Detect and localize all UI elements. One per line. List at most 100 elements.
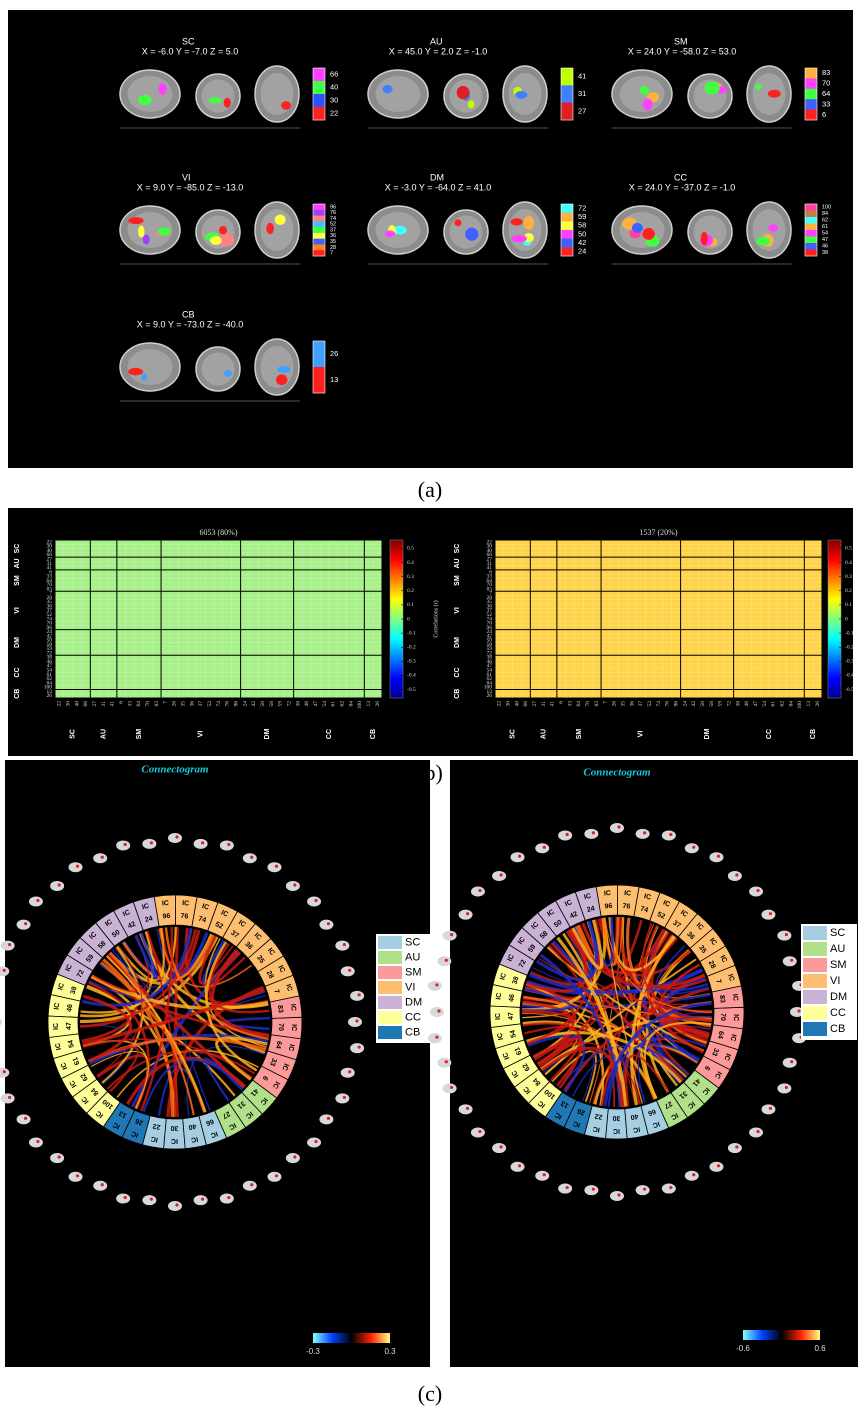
legend-swatch (378, 1011, 402, 1024)
map-colorbar-segment (805, 78, 817, 89)
legend-label: AU (830, 943, 845, 955)
map-colorbar-segment (561, 213, 573, 222)
activation-blob (511, 235, 527, 242)
network-label: CC (766, 729, 773, 739)
matrix-title: 6053 (80%) (200, 528, 238, 537)
legend-label: CB (405, 1026, 420, 1038)
col-label: 96 (233, 701, 239, 707)
colorbar-tick-label: -0.4 (845, 673, 854, 679)
thumbnail-blob (201, 1198, 204, 1201)
col-label: 30 (66, 701, 72, 707)
thumbnail-blob (592, 831, 595, 834)
map-colorbar-segment (805, 217, 817, 224)
brain-thumbnail (93, 1181, 107, 1191)
thumbnail-blob (669, 1186, 672, 1189)
ring-ic-label: 40 (630, 1112, 639, 1120)
legend-label: DM (405, 996, 422, 1008)
connectogram-colorbar (743, 1330, 820, 1340)
brain-thumbnail (777, 1083, 791, 1093)
legend-label: CC (830, 1007, 846, 1019)
colorbar-tick-label: -0.2 (845, 644, 854, 650)
colorbar-tick-label: 0 (845, 616, 848, 622)
col-label: 35 (180, 701, 186, 707)
colorbar-min: -0.3 (306, 1347, 320, 1356)
col-label: 70 (145, 701, 151, 707)
network-label: CB (810, 729, 817, 739)
ring-prefix: IC (495, 1013, 502, 1020)
thumbnail-blob (8, 1096, 11, 1099)
thumbnail-blob (358, 993, 361, 996)
network-label: VI (198, 731, 205, 738)
brain-thumbnail (350, 991, 364, 1001)
colorbar-max: 0.6 (814, 1344, 826, 1353)
map-colorbar-label: 7 (330, 251, 333, 257)
map-coords: X = 9.0 Y = -73.0 Z = -40.0 (137, 319, 244, 329)
thumbnail-blob (124, 843, 127, 846)
map-colorbar-label: 47 (822, 237, 828, 243)
brain-inner (376, 76, 421, 112)
thumbnail-blob (227, 843, 230, 846)
map-colorbar-label: 84 (822, 211, 828, 217)
ring-prefix: IC (732, 1014, 739, 1021)
thumbnail-blob (76, 1174, 79, 1177)
colorbar-tick-label: -0.5 (407, 687, 416, 693)
activation-blob (515, 91, 527, 99)
brain-inner (202, 80, 235, 113)
thumbnail-blob (478, 1130, 481, 1133)
thumbnail-blob (669, 833, 672, 836)
map-colorbar-label: 13 (330, 375, 338, 384)
col-label: 64 (136, 701, 142, 707)
brain-thumbnail (428, 981, 442, 991)
thumbnail-blob (478, 889, 481, 892)
map-colorbar-label: 30 (330, 95, 338, 104)
network-label: CB (14, 689, 21, 699)
thumbnail-blob (643, 831, 646, 834)
brain-thumbnail (492, 871, 506, 881)
brain-thumbnail (437, 956, 451, 966)
colorbar-tick-label: -0.3 (407, 659, 416, 665)
thumbnail-blob (327, 922, 330, 925)
col-label: 70 (585, 701, 591, 707)
network-label: AU (540, 729, 547, 739)
map-colorbar-segment (561, 68, 573, 86)
matrix-bg (495, 540, 822, 698)
map-name: CC (674, 172, 687, 182)
col-label: 28 (612, 701, 618, 707)
thumbnail-blob (101, 856, 104, 859)
colorbar-tick-label: 0.3 (845, 574, 852, 580)
activation-blob (276, 374, 287, 385)
activation-blob (632, 223, 643, 233)
thumbnail-blob (275, 865, 278, 868)
row-label: 26 (487, 693, 493, 699)
legend-swatch (378, 1026, 402, 1039)
thumbnail-blob (36, 899, 39, 902)
thumbnail-blob (543, 1173, 546, 1176)
map-coords: X = -3.0 Y = -64.0 Z = 41.0 (385, 182, 492, 192)
colorbar-tick-label: 0 (407, 616, 410, 622)
col-label: 66 (523, 701, 529, 707)
colorbar-tick-label: -0.2 (407, 644, 416, 650)
brain-thumbnail (307, 897, 321, 907)
legend-swatch (378, 936, 402, 949)
thumbnail-blob (797, 1009, 800, 1012)
thumbnail-blob (58, 883, 61, 886)
panel-label: (a) (418, 477, 442, 502)
thumbnail-blob (358, 1046, 361, 1049)
activation-blob (643, 99, 653, 111)
ring-prefix: IC (495, 992, 503, 1000)
brain-thumbnail (685, 1171, 699, 1181)
col-label: 58 (269, 701, 275, 707)
legend-swatch (803, 974, 827, 988)
thumbnail-blob (785, 1086, 788, 1089)
map-colorbar-segment (313, 250, 325, 256)
ring-prefix: IC (182, 900, 190, 908)
map-colorbar-label: 41 (578, 72, 586, 81)
brain-thumbnail (350, 1043, 364, 1053)
thumbnail-blob (124, 1196, 127, 1199)
col-label: 54 (762, 701, 768, 707)
map-colorbar-label: 58 (578, 221, 586, 230)
map-colorbar-label: 70 (822, 79, 830, 88)
brain-thumbnail (777, 931, 791, 941)
legend-swatch (803, 958, 827, 972)
legend-swatch (803, 942, 827, 956)
